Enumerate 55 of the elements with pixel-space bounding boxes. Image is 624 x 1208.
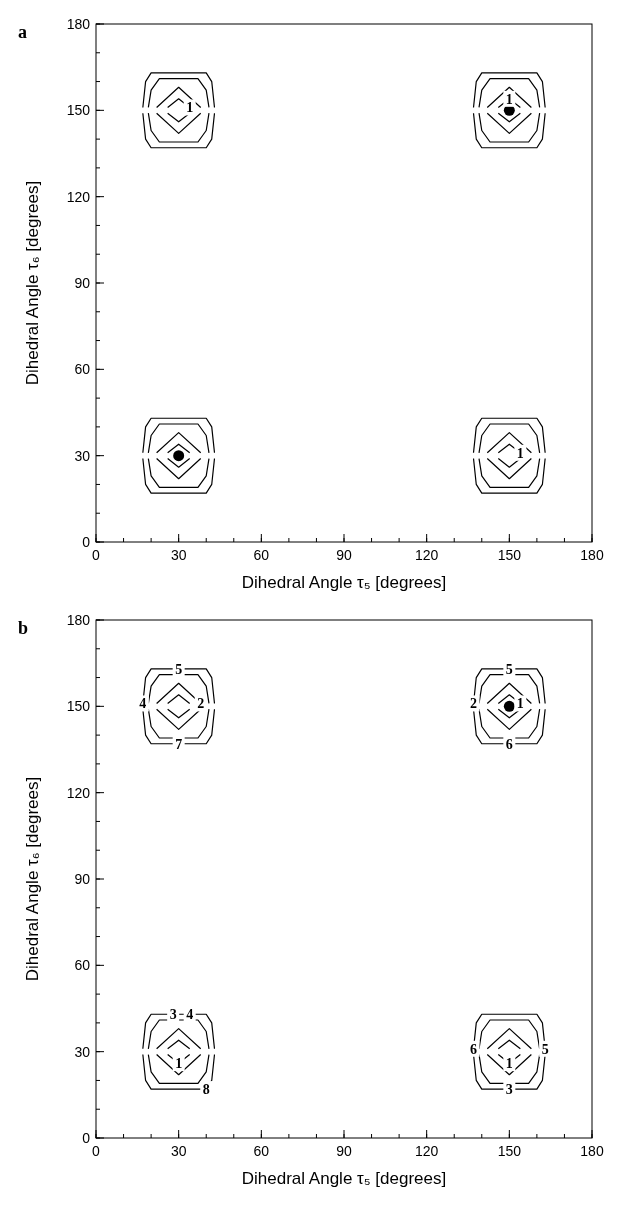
x-axis-title: Dihedral Angle τ₅ [degrees]: [241, 1169, 447, 1188]
annotation: 1: [516, 696, 524, 712]
annotation: 1: [186, 100, 194, 116]
y-tick-label: 90: [74, 275, 91, 291]
annotation: 5: [505, 661, 513, 677]
y-tick-label: 150: [66, 102, 91, 119]
x-tick-label: 0: [92, 1143, 101, 1159]
y-tick-label: 90: [74, 871, 91, 887]
chart-title: a: [18, 22, 27, 42]
annotation: 5: [175, 661, 183, 677]
x-tick-label: 0: [92, 547, 101, 563]
y-axis-title: Dihedral Angle τ₆ [degrees]: [23, 776, 42, 982]
annotation: 2: [470, 696, 478, 712]
y-tick-label: 0: [82, 1130, 91, 1146]
y-tick-label: 60: [74, 957, 91, 974]
annotation: 1: [175, 1056, 183, 1072]
chart-title: b: [18, 618, 29, 638]
annotation: 4: [186, 1007, 194, 1023]
y-tick-label: 60: [74, 361, 91, 378]
annotation: 4: [139, 696, 147, 712]
x-tick-label: 60: [253, 1143, 270, 1159]
annotation: 7: [175, 736, 183, 752]
x-tick-label: 150: [497, 1143, 522, 1159]
annotation: 1: [505, 91, 513, 107]
x-tick-label: 120: [414, 547, 439, 563]
y-tick-label: 180: [66, 612, 91, 628]
x-tick-label: 30: [170, 547, 187, 563]
annotation: 1: [505, 1056, 513, 1072]
x-tick-label: 90: [336, 547, 352, 563]
x-tick-label: 180: [580, 1143, 604, 1159]
x-axis-title: Dihedral Angle τ₅ [degrees]: [241, 573, 447, 592]
annotation: 2: [197, 696, 205, 712]
x-tick-label: 120: [414, 1143, 439, 1159]
y-tick-label: 30: [74, 447, 91, 464]
annotation: 6: [505, 736, 513, 752]
y-tick-label: 0: [82, 534, 91, 550]
x-tick-label: 60: [253, 547, 270, 563]
point: [173, 450, 185, 462]
annotation: 3: [505, 1082, 513, 1098]
annotation: 1: [516, 445, 524, 461]
x-tick-label: 180: [580, 547, 604, 563]
x-tick-label: 90: [336, 1143, 352, 1159]
annotation: 8: [202, 1082, 210, 1098]
annotation: 3: [169, 1007, 177, 1023]
point: [503, 700, 515, 712]
annotation: 5: [541, 1041, 549, 1057]
y-tick-label: 150: [66, 698, 91, 715]
annotation: 6: [470, 1041, 478, 1057]
y-tick-label: 30: [74, 1043, 91, 1060]
y-tick-label: 180: [66, 16, 91, 32]
y-tick-label: 120: [66, 188, 91, 205]
y-tick-label: 120: [66, 784, 91, 801]
x-tick-label: 30: [170, 1143, 187, 1159]
y-axis-title: Dihedral Angle τ₆ [degrees]: [23, 180, 42, 386]
x-tick-label: 150: [497, 547, 522, 563]
